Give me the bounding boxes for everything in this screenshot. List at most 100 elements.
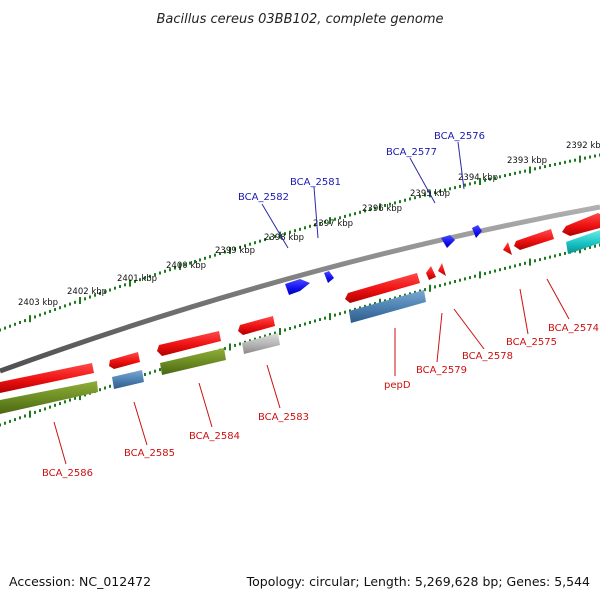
label-bca-2586[interactable]: BCA_2586 [42, 468, 93, 479]
label-bca-2574[interactable]: BCA_2574 [548, 323, 599, 334]
label-bca-2585[interactable]: BCA_2585 [124, 448, 175, 459]
forward-genes [285, 225, 482, 295]
forward-scale-minor-tick [489, 177, 491, 181]
forward-scale-minor-tick [189, 261, 191, 265]
label-pepD[interactable]: pepD [384, 380, 411, 391]
reverse-scale-minor-tick [259, 336, 261, 340]
forward-scale-minor-tick [39, 313, 41, 317]
forward-scale-minor-tick [24, 319, 26, 323]
cds-bca-2586[interactable] [0, 381, 98, 414]
cds-pepD[interactable] [349, 290, 426, 323]
reverse-gene-labels: BCA_2586 BCA_2585 BCA_2584 BCA_2583 pepD… [42, 323, 599, 479]
label-bca-2577[interactable]: BCA_2577 [386, 147, 437, 158]
label-bca-2576[interactable]: BCA_2576 [434, 131, 485, 142]
forward-scale-major-tick [29, 315, 31, 323]
reverse-scale-major-tick [79, 393, 81, 401]
tick-label-2401: 2401 kbp [117, 274, 157, 284]
reverse-scale-minor-tick [144, 373, 146, 376]
tick-label-2399: 2399 kbp [215, 246, 255, 256]
label-bca-2584[interactable]: BCA_2584 [189, 431, 240, 442]
forward-scale-minor-tick [214, 253, 216, 257]
reverse-scale-minor-tick [364, 304, 366, 308]
gene-bca-2576[interactable] [472, 225, 482, 238]
reverse-scale-minor-tick [389, 297, 391, 301]
forward-scale-minor-tick [399, 200, 401, 204]
forward-scale-minor-tick [0, 328, 1, 332]
cds-bca-2583[interactable] [242, 333, 280, 354]
label-bca-2583[interactable]: BCA_2583 [258, 412, 309, 423]
reverse-scale-minor-tick [54, 403, 56, 407]
reverse-scale-minor-tick [449, 281, 451, 285]
forward-scale-minor-tick [554, 162, 556, 166]
gene-bca-2574-small[interactable] [514, 229, 554, 250]
gene-bca-2578[interactable] [438, 263, 446, 276]
forward-label-leaders [261, 141, 465, 249]
label-bca-2578[interactable]: BCA_2578 [462, 351, 513, 362]
gene-bca-2586[interactable] [0, 363, 94, 393]
reverse-label-leaders [53, 278, 570, 465]
reverse-scale-minor-tick [64, 400, 66, 404]
forward-scale-minor-tick [549, 164, 551, 167]
reverse-scale-major-tick [379, 298, 381, 306]
forward-scale-minor-tick [449, 187, 451, 191]
forward-scale-minor-tick [224, 250, 226, 254]
reverse-scale-minor-tick [474, 274, 476, 278]
forward-scale-minor-tick [339, 216, 341, 220]
label-bca-2581[interactable]: BCA_2581 [290, 177, 341, 188]
forward-scale-minor-tick [584, 156, 586, 160]
reverse-scale-minor-tick [514, 264, 516, 268]
reverse-scale-minor-tick [304, 322, 306, 326]
forward-scale-minor-tick [484, 178, 486, 182]
gene-bca-2577[interactable] [441, 235, 455, 248]
gene-bca-2583[interactable] [238, 316, 275, 335]
forward-scale-minor-tick [4, 326, 6, 330]
gene-pepD[interactable] [345, 273, 420, 303]
forward-scale-minor-tick [594, 154, 596, 158]
reverse-scale-minor-tick [319, 318, 321, 321]
reverse-scale-minor-tick [404, 293, 406, 297]
forward-scale-minor-tick [234, 247, 236, 251]
gene-bca-2584[interactable] [157, 331, 221, 356]
label-bca-2579[interactable]: BCA_2579 [416, 365, 467, 376]
reverse-scale-minor-tick [314, 319, 316, 323]
gene-bca-2575[interactable] [503, 242, 512, 255]
reverse-scale-minor-tick [149, 371, 151, 375]
label-bca-2582[interactable]: BCA_2582 [238, 192, 289, 203]
reverse-scale-minor-tick [469, 276, 471, 280]
cds-bca-2585[interactable] [112, 370, 144, 389]
forward-scale-minor-tick [464, 183, 466, 187]
cds-bca-2584[interactable] [160, 348, 226, 375]
reverse-scale-minor-tick [9, 419, 11, 423]
gene-bca-2585[interactable] [109, 352, 140, 369]
reverse-scale-minor-tick [484, 272, 486, 276]
forward-scale-minor-tick [334, 217, 336, 221]
gene-bca-2574[interactable] [562, 213, 600, 236]
cds-bca-2574[interactable] [566, 230, 600, 254]
forward-scale-minor-tick [94, 293, 96, 297]
forward-scale-minor-tick [569, 159, 571, 163]
forward-scale-minor-tick [294, 229, 296, 233]
forward-scale-minor-tick [499, 175, 501, 179]
gene-bca-2582[interactable] [285, 279, 310, 295]
forward-scale-minor-tick [404, 198, 406, 202]
reverse-scale-minor-tick [594, 244, 596, 248]
reverse-scale-minor-tick [274, 331, 276, 335]
reverse-scale-minor-tick [384, 299, 386, 303]
forward-scale-minor-tick [99, 292, 101, 295]
reverse-scale-major-tick [329, 313, 331, 321]
map-title: Bacillus cereus 03BB102, complete genome [156, 12, 443, 27]
gene-bca-2579[interactable] [426, 266, 436, 280]
forward-scale-minor-tick [124, 283, 126, 287]
forward-scale-minor-tick [84, 297, 86, 301]
reverse-scale-minor-tick [269, 333, 271, 337]
gene-bca-2581[interactable] [324, 271, 334, 283]
reverse-scale-minor-tick [104, 386, 106, 390]
tick-label-2403: 2403 kbp [18, 298, 58, 308]
forward-scale-minor-tick [534, 167, 536, 171]
label-bca-2575[interactable]: BCA_2575 [506, 337, 557, 348]
reverse-scale-minor-tick [564, 251, 566, 255]
forward-scale-minor-tick [254, 241, 256, 245]
forward-scale-minor-tick [174, 266, 176, 270]
reverse-scale-major-tick [229, 343, 231, 351]
